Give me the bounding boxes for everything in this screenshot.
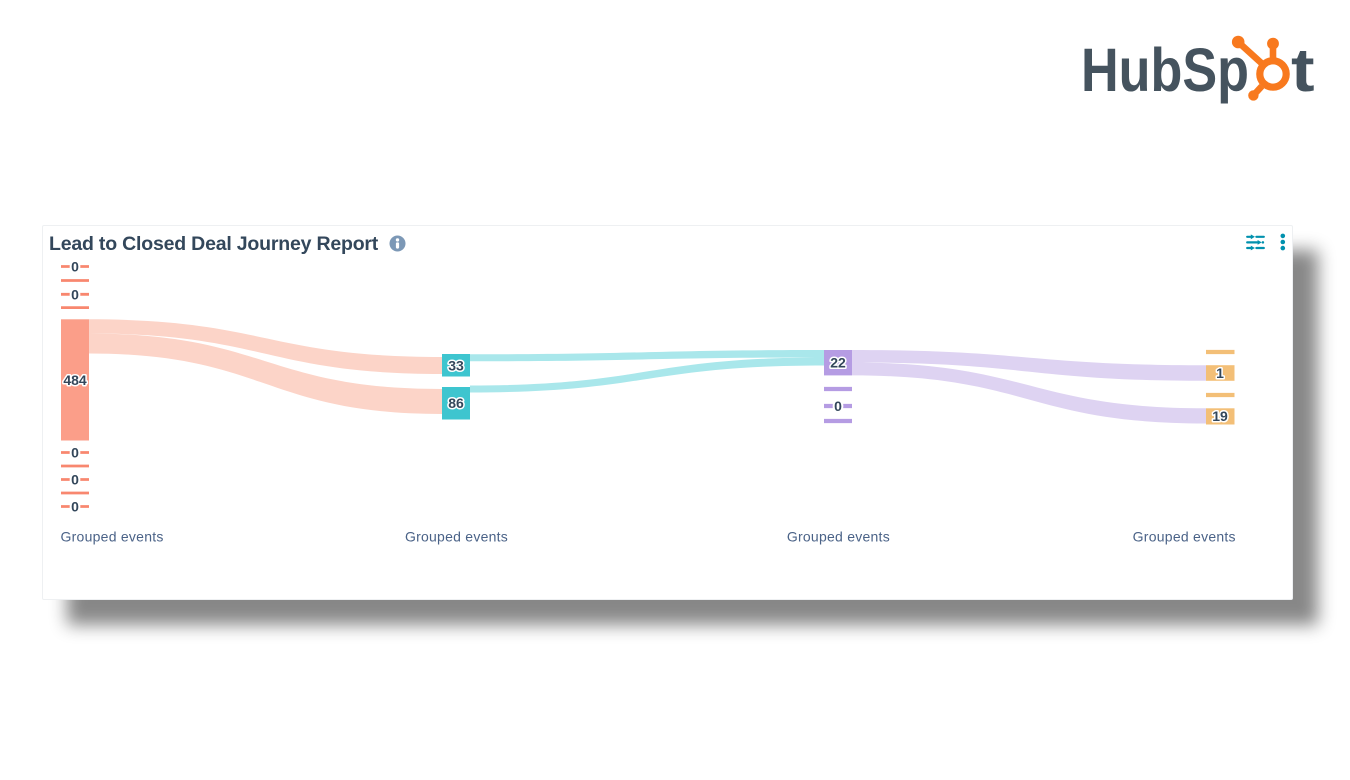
svg-text:33: 33 [448,358,464,374]
svg-text:0: 0 [71,259,79,275]
svg-text:Grouped events: Grouped events [405,529,508,545]
svg-text:Grouped events: Grouped events [61,529,164,545]
svg-text:0: 0 [71,472,79,488]
svg-text:19: 19 [1212,408,1228,424]
svg-text:86: 86 [448,395,464,411]
svg-text:22: 22 [830,355,846,371]
svg-text:Grouped events: Grouped events [1133,529,1236,545]
svg-text:1: 1 [1216,365,1224,381]
svg-text:0: 0 [71,499,79,515]
svg-text:0: 0 [71,286,79,302]
svg-text:484: 484 [63,372,87,388]
svg-text:0: 0 [834,398,842,414]
svg-text:0: 0 [71,445,79,461]
svg-text:Grouped events: Grouped events [787,529,890,545]
